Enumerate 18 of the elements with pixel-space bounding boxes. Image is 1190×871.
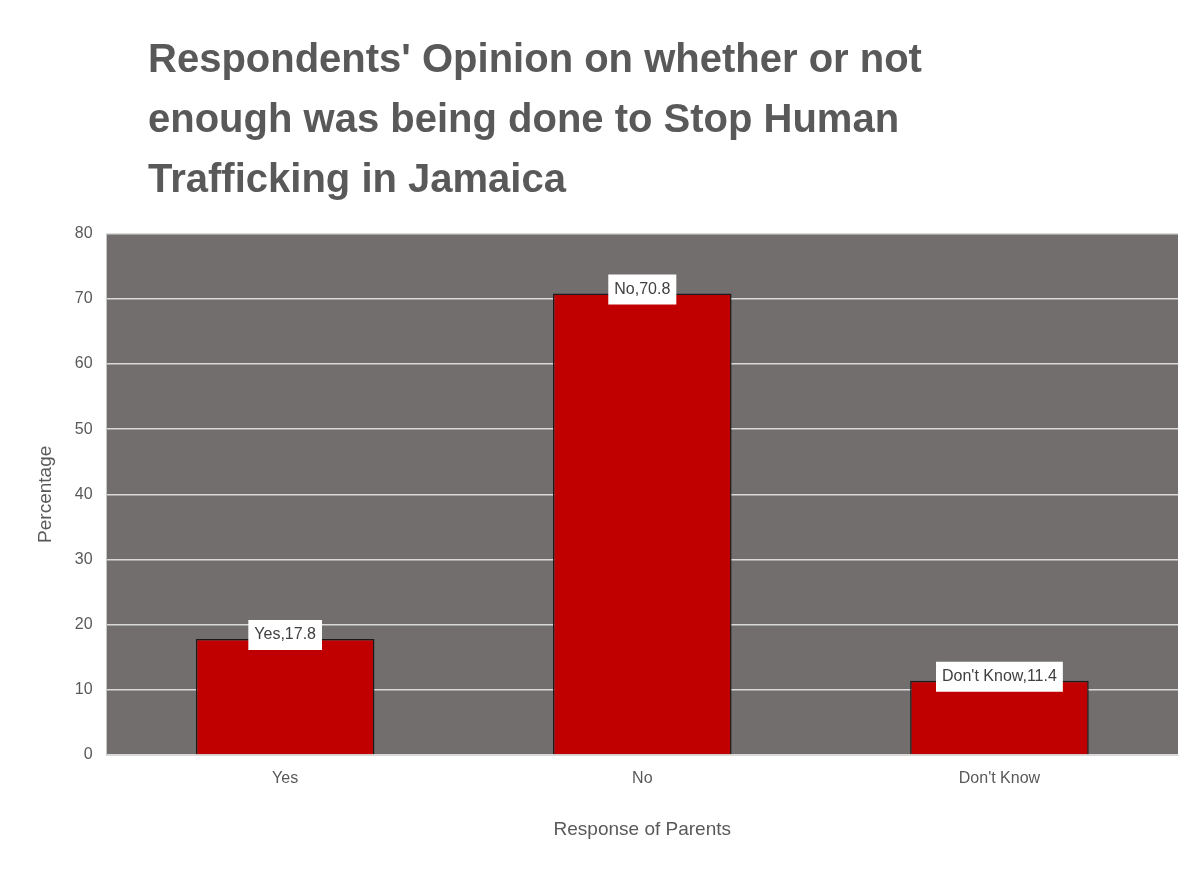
data-label: No,70.8 [614, 279, 671, 297]
y-tick-label: 10 [74, 680, 93, 698]
y-tick-label: 60 [74, 354, 93, 372]
chart-title: Respondents' Opinion on whether or not enough was being done to Stop Human Trafficking in Jamaica [148, 35, 923, 202]
y-axis-title: Percentage [33, 445, 55, 543]
y-tick-label: 0 [83, 745, 93, 763]
y-tick-label: 80 [74, 224, 93, 242]
data-label: Yes,17.8 [254, 625, 317, 643]
y-tick-label: 30 [74, 549, 93, 567]
x-axis-title: Response of Parents [553, 817, 732, 839]
y-tick-label: 70 [74, 289, 93, 307]
x-tick-label: Yes [272, 769, 299, 787]
y-tick-label: 20 [74, 615, 93, 633]
y-tick-label: 40 [74, 484, 93, 502]
data-label: Don't Know,11.4 [942, 667, 1057, 685]
x-tick-label: No [632, 769, 653, 787]
y-tick-label: 50 [74, 419, 93, 437]
x-tick-label: Don't Know [958, 769, 1041, 787]
